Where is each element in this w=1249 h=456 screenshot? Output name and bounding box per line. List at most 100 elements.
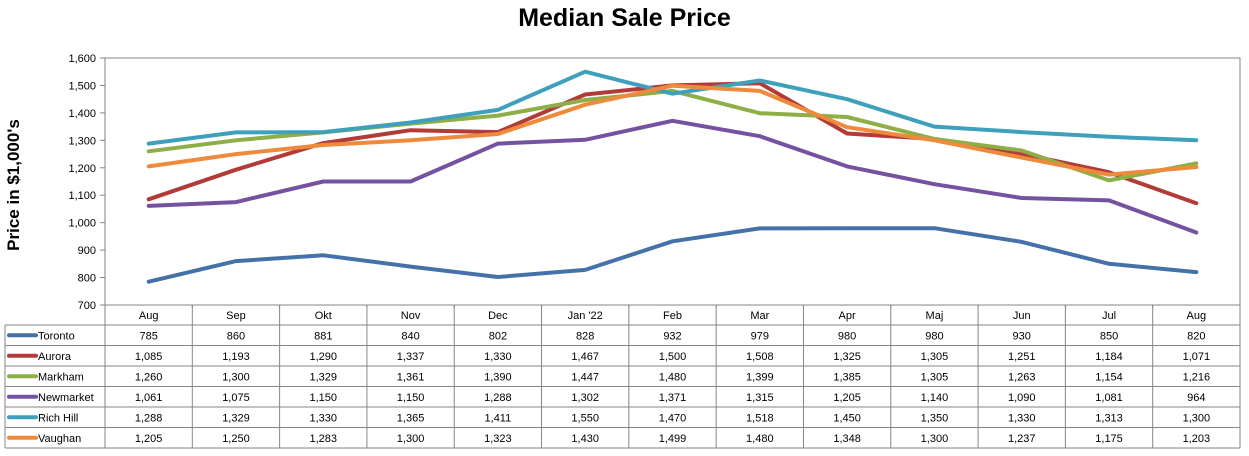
table-cell: 1,193 [222, 351, 250, 363]
table-cell: 1,499 [659, 433, 687, 445]
chart-title: Median Sale Price [518, 4, 731, 32]
table-cell: 1,061 [135, 392, 163, 404]
legend-label: Aurora [38, 351, 72, 363]
y-tick-label: 900 [78, 245, 96, 257]
table-header-cell: Jul [1102, 310, 1116, 322]
y-tick-label: 1,400 [68, 108, 96, 120]
table-header-cell: Maj [926, 310, 944, 322]
table-cell: 1,399 [746, 371, 774, 383]
table-cell: 1,300 [921, 433, 949, 445]
y-tick-label: 1,000 [68, 218, 96, 230]
table-cell: 802 [489, 330, 507, 342]
table-cell: 1,330 [1008, 412, 1036, 424]
series-line-toronto [146, 226, 1199, 284]
table-cell: 1,071 [1183, 351, 1211, 363]
table-header-cell: Jan '22 [568, 310, 603, 322]
table-cell: 1,348 [833, 433, 861, 445]
table-cell: 1,300 [1183, 412, 1211, 424]
table-cell: 1,361 [397, 371, 425, 383]
table-cell: 1,184 [1095, 351, 1123, 363]
y-tick-label: 1,100 [68, 190, 96, 202]
table-cell: 1,216 [1183, 371, 1211, 383]
table-cell: 1,085 [135, 351, 163, 363]
table-cell: 1,150 [397, 392, 425, 404]
table-cell: 1,205 [833, 392, 861, 404]
table-cell: 1,550 [571, 412, 599, 424]
table-cell: 1,330 [484, 351, 512, 363]
table-cell: 1,467 [571, 351, 599, 363]
table-cell: 1,237 [1008, 433, 1036, 445]
table-cell: 828 [576, 330, 594, 342]
table-cell: 850 [1100, 330, 1118, 342]
series-line-rich-hill [146, 69, 1199, 146]
legend-label: Newmarket [38, 392, 94, 404]
table-header-cell: Apr [839, 310, 856, 322]
table-header-cell: Dec [488, 310, 508, 322]
table-cell: 860 [227, 330, 245, 342]
table-cell: 1,175 [1095, 433, 1123, 445]
table-cell: 1,329 [222, 412, 250, 424]
table-cell: 1,305 [921, 371, 949, 383]
table-cell: 1,263 [1008, 371, 1036, 383]
plot-area: 700 800 900 1,000 1,100 1,200 1,300 1,400 1,500 1… [68, 53, 1241, 312]
table-cell: 1,508 [746, 351, 774, 363]
table-cell: 1,480 [746, 433, 774, 445]
table-cell: 1,371 [659, 392, 687, 404]
table-cell: 1,290 [310, 351, 338, 363]
table-cell: 1,205 [135, 433, 163, 445]
table-cell: 1,260 [135, 371, 163, 383]
table-cell: 1,090 [1008, 392, 1036, 404]
table-cell: 1,390 [484, 371, 512, 383]
table-header-cell: Jun [1013, 310, 1031, 322]
table-cell: 1,329 [310, 371, 338, 383]
table-cell: 881 [314, 330, 332, 342]
table-cell: 1,203 [1183, 433, 1211, 445]
table-cell: 1,470 [659, 412, 687, 424]
table-cell: 1,081 [1095, 392, 1123, 404]
y-tick-label: 700 [78, 300, 96, 312]
table-cell: 1,480 [659, 371, 687, 383]
table-cell: 1,325 [833, 351, 861, 363]
table-header-cell: Mar [750, 310, 769, 322]
table-cell: 1,430 [571, 433, 599, 445]
table-header-cell: Okt [315, 310, 332, 322]
table-cell: 1,447 [571, 371, 599, 383]
table-cell: 1,411 [485, 412, 512, 424]
y-tick-label: 1,300 [68, 135, 96, 147]
table-cell: 1,140 [921, 392, 949, 404]
table-cell: 964 [1187, 392, 1205, 404]
table-cell: 1,250 [222, 433, 250, 445]
table-cell: 840 [401, 330, 419, 342]
table-cell: 1,302 [571, 392, 599, 404]
table-cell: 1,288 [135, 412, 163, 424]
table-cell: 1,300 [222, 371, 250, 383]
table-cell: 1,337 [397, 351, 425, 363]
legend-label: Toronto [38, 330, 75, 342]
table-header-cell: Aug [139, 310, 159, 322]
table-cell: 1,330 [310, 412, 338, 424]
table-cell: 1,154 [1095, 371, 1123, 383]
y-tick-label: 800 [78, 273, 96, 285]
table-cell: 1,300 [397, 433, 425, 445]
table-cell: 1,365 [397, 412, 425, 424]
y-tick-label: 1,200 [68, 163, 96, 175]
table-cell: 1,385 [833, 371, 861, 383]
legend-label: Markham [38, 371, 84, 383]
table-cell: 1,323 [484, 433, 512, 445]
table-header-cell: Aug [1187, 310, 1207, 322]
table-cell: 1,500 [659, 351, 687, 363]
table-header-cell: Feb [663, 310, 682, 322]
series-line-vaughan [146, 83, 1199, 177]
table-cell: 1,450 [833, 412, 861, 424]
table-cell: 1,313 [1095, 412, 1123, 424]
series-line-newmarket [146, 118, 1199, 235]
table-cell: 1,251 [1008, 351, 1036, 363]
y-tick-label: 1,500 [68, 80, 96, 92]
table-cell: 1,075 [222, 392, 250, 404]
legend-label: Vaughan [38, 433, 81, 445]
table-header-cell: Sep [226, 310, 246, 322]
table-cell: 1,350 [921, 412, 949, 424]
table-cell: 980 [925, 330, 943, 342]
table-cell: 820 [1187, 330, 1205, 342]
